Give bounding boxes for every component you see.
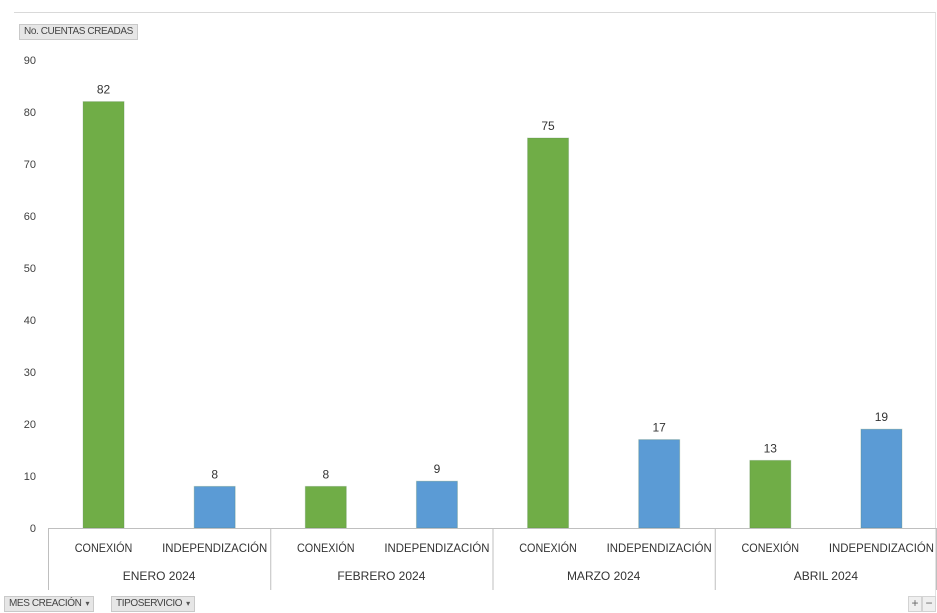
data-label: 8 [322,467,329,481]
category-label: INDEPENDIZACIÓN [162,540,267,555]
x-axis: CONEXIÓN INDEPENDIZACIÓN ENERO 2024 CONEXIÓ… [48,528,937,590]
data-label: 75 [541,119,555,133]
bar [304,485,347,529]
y-tick-label: 50 [24,263,36,275]
chart-frame [14,12,936,612]
category-label: CONEXIÓN [297,540,355,555]
row-field-1-label: MES CREACIÓN [9,598,82,609]
bar [193,485,236,529]
bar [527,137,570,529]
data-label: 13 [764,441,778,455]
data-label: 8 [211,467,218,481]
group-label: MARZO 2024 [567,569,641,583]
group-label: ABRIL 2024 [794,569,859,583]
dropdown-arrow-icon: ▾ [186,599,190,608]
row-field-2-label: TIPOSERVICIO [116,598,183,609]
category-label: INDEPENDIZACIÓN [829,540,934,555]
category-label: INDEPENDIZACIÓN [384,540,489,555]
y-tick-label: 90 [24,55,36,67]
category-label: CONEXIÓN [519,540,577,555]
y-axis: 0 10 20 30 40 50 60 70 80 90 [24,55,36,535]
value-field-label: No. CUENTAS CREADAS [24,26,133,37]
data-label: 9 [434,462,441,476]
y-tick-label: 60 [24,211,36,223]
category-label: INDEPENDIZACIÓN [607,540,712,555]
group-label: FEBRERO 2024 [337,569,425,583]
zoom-in-button[interactable]: + [908,596,922,612]
mes-creacion-field-button[interactable]: MES CREACIÓN ▾ [4,596,95,612]
bar [860,428,903,529]
y-tick-label: 0 [30,523,36,535]
category-label: CONEXIÓN [75,540,133,555]
group-label: ENERO 2024 [123,569,196,583]
y-tick-label: 30 [24,367,36,379]
data-label: 19 [875,410,889,424]
bar [82,101,125,529]
y-tick-label: 80 [24,107,36,119]
y-tick-label: 20 [24,419,36,431]
data-label: 17 [653,421,667,435]
bar [749,459,792,529]
data-label: 82 [97,83,111,97]
tiposervicio-field-button[interactable]: TIPOSERVICIO ▾ [111,596,195,612]
bar [638,439,681,529]
y-tick-label: 40 [24,315,36,327]
bar [415,480,458,529]
dropdown-arrow-icon: ▾ [85,599,90,608]
y-tick-label: 10 [24,471,36,483]
bars-layer: 82 8 8 9 75 17 13 19 [82,83,903,529]
zoom-out-button[interactable]: − [922,596,936,612]
y-tick-label: 70 [24,159,36,171]
category-label: CONEXIÓN [742,540,800,555]
value-field-button[interactable]: No. CUENTAS CREADAS [19,24,138,40]
